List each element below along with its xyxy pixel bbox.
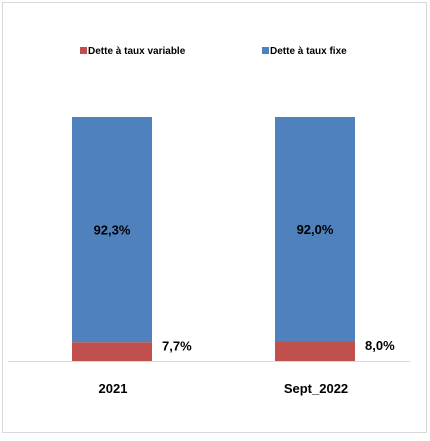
- x-tick-labels: 2021 Sept_2022: [99, 381, 349, 396]
- chart-area-border: [2, 2, 427, 433]
- x-tick-label-sept-2022: Sept_2022: [284, 381, 348, 396]
- bars: [72, 117, 355, 361]
- data-labels: 7,7% 92,3% 8,0% 92,0%: [94, 222, 396, 353]
- data-label-dette-taux-variable-sept-2022: 8,0%: [365, 338, 395, 353]
- bar-dette-taux-variable-sept-2022: [275, 341, 355, 361]
- legend: Dette à taux variable Dette à taux fixe: [80, 46, 347, 57]
- data-label-dette-taux-fixe-2021: 92,3%: [94, 223, 131, 238]
- legend-label-dette-taux-fixe: Dette à taux fixe: [270, 46, 347, 57]
- legend-label-dette-taux-variable: Dette à taux variable: [88, 46, 186, 57]
- bar-dette-taux-fixe-sept-2022: [275, 117, 355, 342]
- legend-swatch-dette-taux-variable: [80, 47, 87, 54]
- data-label-dette-taux-fixe-sept-2022: 92,0%: [297, 222, 334, 237]
- legend-swatch-dette-taux-fixe: [262, 47, 269, 54]
- x-tick-label-2021: 2021: [99, 381, 128, 396]
- bar-dette-taux-variable-2021: [72, 342, 152, 361]
- bar-dette-taux-fixe-2021: [72, 117, 152, 343]
- data-label-dette-taux-variable-2021: 7,7%: [162, 339, 192, 354]
